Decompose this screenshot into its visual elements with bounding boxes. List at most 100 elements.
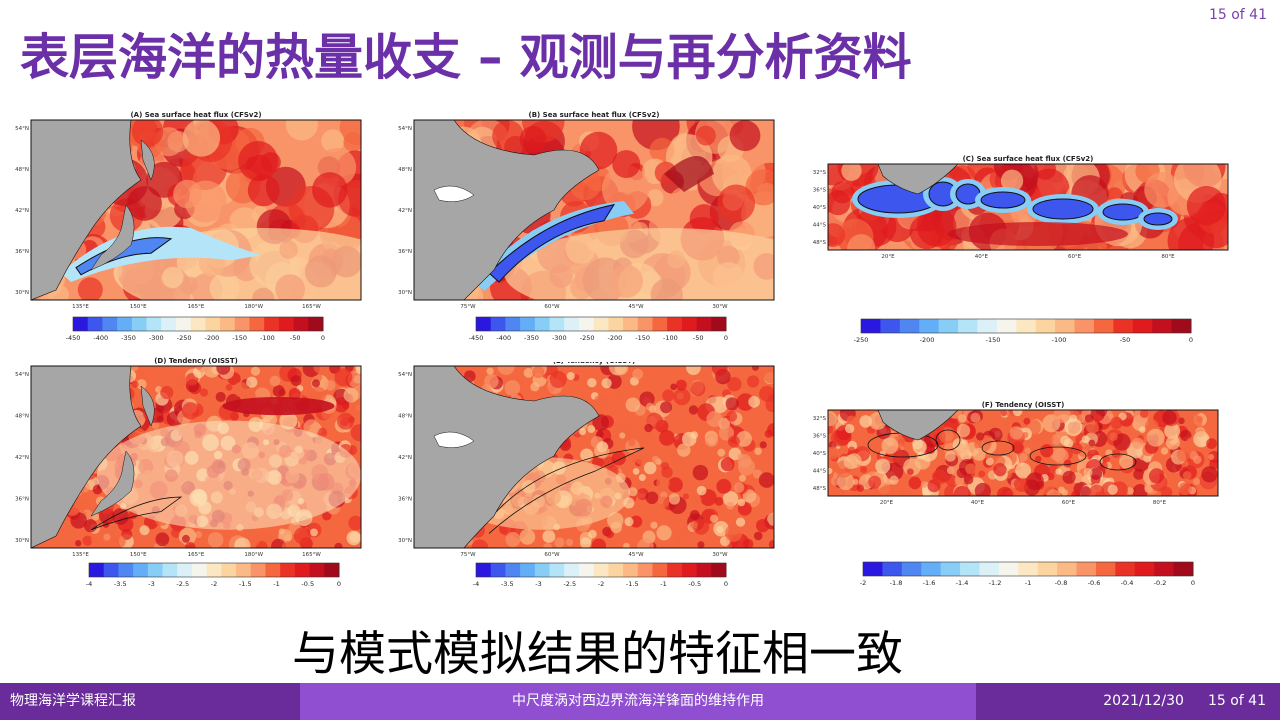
colorbar-tick-label: -1.2 (989, 579, 1002, 587)
colorbar-segment (133, 563, 149, 577)
colorbar-segment (960, 562, 980, 576)
colorbar-segment (476, 563, 492, 577)
colorbar-tick-label: -0.6 (1088, 579, 1101, 587)
colorbar-segment (476, 317, 492, 331)
colorbar-segment (1018, 562, 1039, 576)
colorbar-tick-label: -250 (580, 334, 595, 342)
colorbar-segment (1132, 319, 1153, 333)
colorbar-segment (206, 563, 222, 577)
colorbar-tick-label: -2.5 (563, 580, 576, 588)
colorbar-tick-label: -1 (660, 580, 666, 588)
colorbar-segment (87, 317, 103, 331)
colorbar-tick-label: -150 (986, 336, 1001, 344)
colorbar-tick-label: -4 (473, 580, 479, 588)
map-figure-f: (F) Tendency (OISST) 32°S 36°S 40°S 44°S 48°S… (813, 401, 1219, 587)
colorbar-segment (175, 317, 192, 331)
colorbar-segment (901, 562, 922, 576)
colorbar-segment (593, 317, 609, 331)
colorbar-segment (324, 563, 340, 577)
colorbar-tick-label: -50 (693, 334, 704, 342)
colorbar-tick-label: -2 (211, 580, 217, 588)
colorbar-tick-label: -0.2 (1154, 579, 1167, 587)
colorbar-segment (534, 317, 551, 331)
lat-tick-label: 54°N (15, 126, 29, 132)
colorbar-segment (623, 563, 639, 577)
colorbar-segment (1093, 319, 1114, 333)
colorbar-tick-label: -50 (1120, 336, 1131, 344)
colorbar-segment (191, 563, 208, 577)
map-title: (A) Sea surface heat flux (CFSv2) (130, 111, 261, 119)
lon-tick-label: 165°W (302, 552, 321, 558)
colorbar-tick-label: -150 (232, 334, 247, 342)
colorbar-tick-label: 0 (321, 334, 325, 342)
colorbar-tick-label: -1 (1025, 579, 1031, 587)
colorbar-segment (996, 319, 1017, 333)
lon-tick-label: 135°E (72, 304, 89, 310)
colorbar-segment (667, 563, 683, 577)
lon-tick-label: 165°E (188, 304, 205, 310)
colorbar-segment (921, 562, 942, 576)
colorbar-segment (89, 563, 105, 577)
colorbar-segment (221, 563, 237, 577)
colorbar-segment (578, 317, 595, 331)
colorbar-tick-label: -200 (205, 334, 220, 342)
map-figure-e: (E) Tendency (OISST) 54°N 48°N 42°N 36°N 30°N… (398, 362, 775, 588)
map-panel-a: (A) Sea surface heat flux (CFSv2) 54°N 48°… (15, 108, 365, 347)
lat-tick-label: 42°N (398, 208, 412, 214)
colorbar-tick-label: -3.5 (501, 580, 514, 588)
colorbar-segment (882, 562, 903, 576)
colorbar-segment (1154, 562, 1175, 576)
colorbar-segment (681, 317, 698, 331)
colorbar-segment (280, 563, 296, 577)
lat-tick-label: 36°S (813, 434, 827, 440)
colorbar-segment (520, 317, 536, 331)
colorbar-segment (490, 317, 506, 331)
lat-tick-label: 48°N (398, 167, 412, 173)
map-frame (30, 365, 362, 549)
lon-tick-label: 20°E (880, 500, 894, 506)
map-figure-a: (A) Sea surface heat flux (CFSv2) 54°N 48°… (15, 111, 362, 342)
lat-tick-label: 42°N (15, 455, 29, 461)
colorbar-tick-label: -450 (66, 334, 81, 342)
colorbar-tick-label: -2 (598, 580, 604, 588)
map-frame (827, 163, 1229, 251)
colorbar-segment (1152, 319, 1173, 333)
lat-tick-label: 44°S (813, 223, 827, 229)
map-frame (413, 365, 775, 549)
colorbar-segment (249, 317, 265, 331)
colorbar-segment (979, 562, 1000, 576)
lon-tick-label: 60°E (1068, 254, 1082, 260)
map-figure-b: (B) Sea surface heat flux (CFSv2) 54°N 48°… (398, 111, 775, 342)
colorbar-segment (652, 563, 668, 577)
colorbar-segment (623, 317, 639, 331)
colorbar-tick-label: -250 (177, 334, 192, 342)
colorbar-segment (1115, 562, 1136, 576)
footer-topic: 中尺度涡对西边界流海洋锋面的维持作用 (300, 683, 976, 720)
map-figure-d: (D) Tendency (OISST) 54°N 48°N 42°N 36°N 30°N… (15, 357, 362, 588)
colorbar-tick-label: -100 (663, 334, 678, 342)
colorbar-segment (696, 563, 712, 577)
colorbar-tick-label: -100 (260, 334, 275, 342)
colorbar-tick-label: -4 (86, 580, 92, 588)
lon-tick-label: 80°E (1161, 254, 1175, 260)
lat-tick-label: 48°N (15, 167, 29, 173)
colorbar-segment (861, 319, 881, 333)
colorbar-tick-label: -1.4 (956, 579, 969, 587)
colorbar-tick-label: 0 (724, 580, 728, 588)
colorbar-tick-label: 0 (724, 334, 728, 342)
lat-tick-label: 48°N (398, 414, 412, 420)
map-figure-c: (C) Sea surface heat flux (CFSv2) 32°S 36°… (813, 155, 1229, 344)
lat-tick-label: 42°N (15, 208, 29, 214)
colorbar-segment (250, 563, 266, 577)
colorbar-tick-label: -350 (121, 334, 136, 342)
colorbar-segment (236, 563, 252, 577)
colorbar-segment (220, 317, 236, 331)
slide-title: 表层海洋的热量收支 – 观测与再分析资料 (20, 29, 912, 86)
footer-bar: 物理海洋学课程汇报 中尺度涡对西边界流海洋锋面的维持作用 2021/12/30 1… (0, 683, 1280, 720)
colorbar-segment (696, 317, 712, 331)
colorbar-segment (118, 563, 134, 577)
lat-tick-label: 30°N (398, 290, 412, 296)
colorbar-segment (637, 317, 653, 331)
colorbar-tick-label: -150 (635, 334, 650, 342)
colorbar-segment (1055, 319, 1076, 333)
